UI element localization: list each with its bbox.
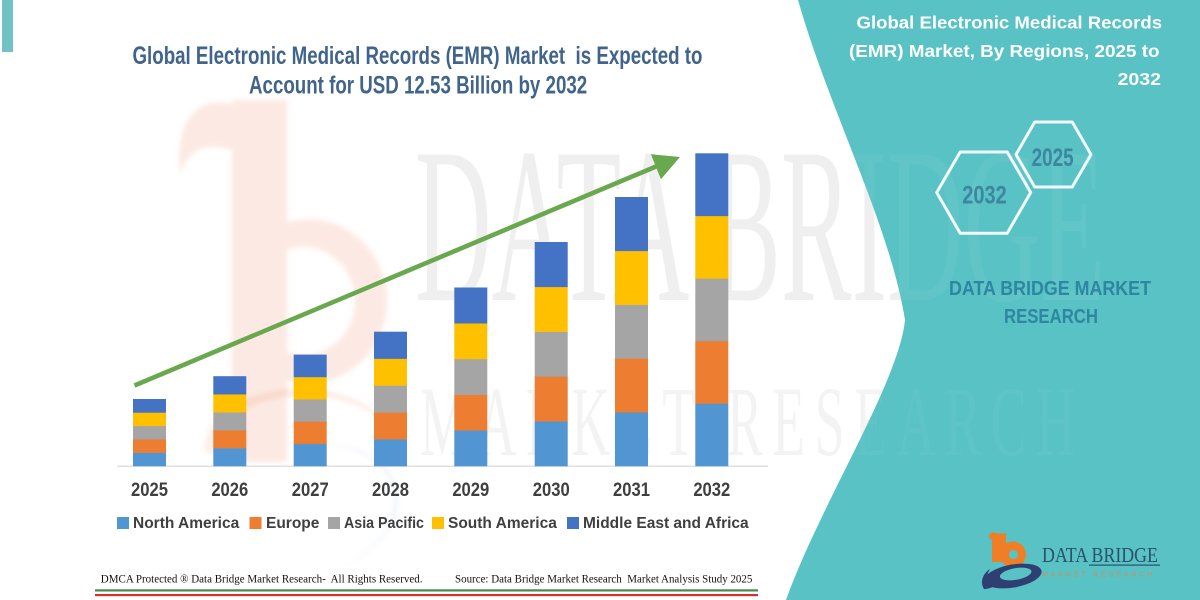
svg-text:2032: 2032 — [693, 479, 730, 500]
svg-text:2032: 2032 — [1118, 69, 1162, 89]
svg-text:RESEARCH: RESEARCH — [1004, 305, 1098, 328]
svg-text:Europe: Europe — [266, 515, 320, 532]
svg-text:2031: 2031 — [613, 479, 650, 500]
svg-text:Account for USD 12.53 Billion: Account for USD 12.53 Billion by 2032 — [249, 71, 587, 99]
svg-text:Global Electronic Medical Reco: Global Electronic Medical Records — [857, 12, 1163, 33]
svg-text:2027: 2027 — [292, 479, 329, 500]
svg-text:DATA BRIDGE MARKET: DATA BRIDGE MARKET — [949, 278, 1151, 300]
svg-text:2029: 2029 — [452, 479, 489, 500]
svg-text:DMCA Protected ® Data Bridge M: DMCA Protected ® Data Bridge Market Rese… — [101, 573, 423, 586]
svg-text:2028: 2028 — [372, 479, 409, 500]
svg-text:Global Electronic Medical Reco: Global Electronic Medical Records (EMR) … — [133, 41, 703, 69]
svg-text:2032: 2032 — [962, 181, 1006, 209]
svg-text:2025: 2025 — [131, 479, 168, 500]
svg-text:2030: 2030 — [533, 479, 570, 500]
svg-text:2025: 2025 — [1032, 143, 1074, 171]
svg-text:South America: South America — [448, 515, 557, 532]
svg-text:North America: North America — [133, 515, 240, 532]
svg-text:MARKET RESEARCH: MARKET RESEARCH — [1042, 572, 1155, 579]
svg-text:(EMR) Market, By Regions, 2025: (EMR) Market, By Regions, 2025 to — [849, 40, 1160, 60]
svg-text:Source: Data Bridge Market Res: Source: Data Bridge Market Research Mark… — [455, 573, 753, 586]
svg-text:DATA BRIDGE: DATA BRIDGE — [1042, 545, 1158, 568]
svg-text:Asia Pacific: Asia Pacific — [344, 516, 424, 533]
svg-text:2026: 2026 — [211, 479, 248, 500]
svg-text:Middle East and Africa: Middle East and Africa — [583, 515, 749, 532]
